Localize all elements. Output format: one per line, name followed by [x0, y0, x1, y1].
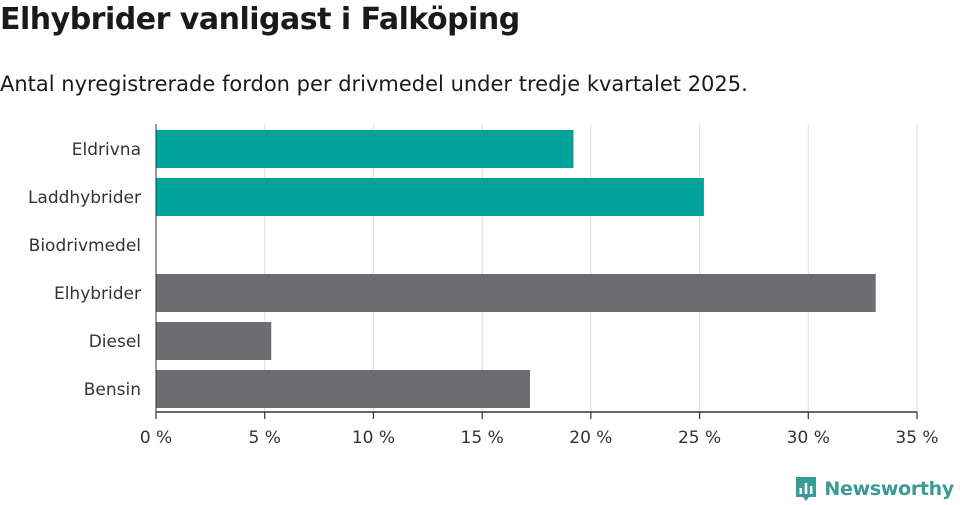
x-tick-label: 0 % [140, 428, 172, 448]
category-label: Elhybrider [54, 284, 141, 304]
newsworthy-logo-icon [796, 477, 817, 501]
category-label: Diesel [89, 332, 141, 352]
x-tick-label: 25 % [678, 428, 721, 448]
bar-bensin [156, 370, 530, 408]
bar-eldrivna [156, 130, 574, 168]
bar-diesel [156, 322, 272, 360]
category-labels: Eldrivna Laddhybrider Biodrivmedel Elhybrid… [28, 140, 141, 400]
x-tick-label: 20 % [569, 428, 612, 448]
x-tick-label: 30 % [787, 428, 830, 448]
chart-title: Elhybrider vanligast i Falköping [0, 2, 520, 37]
bar-laddhybrider [156, 178, 704, 216]
x-tick-label: 15 % [461, 428, 504, 448]
newsworthy-brand: Newsworthy [794, 474, 954, 504]
category-label: Laddhybrider [28, 188, 141, 208]
x-tick-label: 5 % [249, 428, 281, 448]
gridlines [264, 124, 918, 412]
chart-subtitle: Antal nyregistrerade fordon per drivmede… [0, 72, 748, 96]
bars [156, 130, 876, 408]
category-label: Biodrivmedel [29, 236, 141, 256]
category-label: Eldrivna [72, 140, 141, 160]
category-label: Bensin [84, 380, 141, 400]
bar-elhybrider [156, 274, 876, 312]
x-tick-label: 10 % [352, 428, 395, 448]
x-tick-label: 35 % [895, 428, 938, 448]
x-axis: 0 % 5 % 10 % 15 % 20 % 25 % 30 % 35 % [140, 124, 939, 448]
brand-name: Newsworthy [824, 478, 954, 500]
